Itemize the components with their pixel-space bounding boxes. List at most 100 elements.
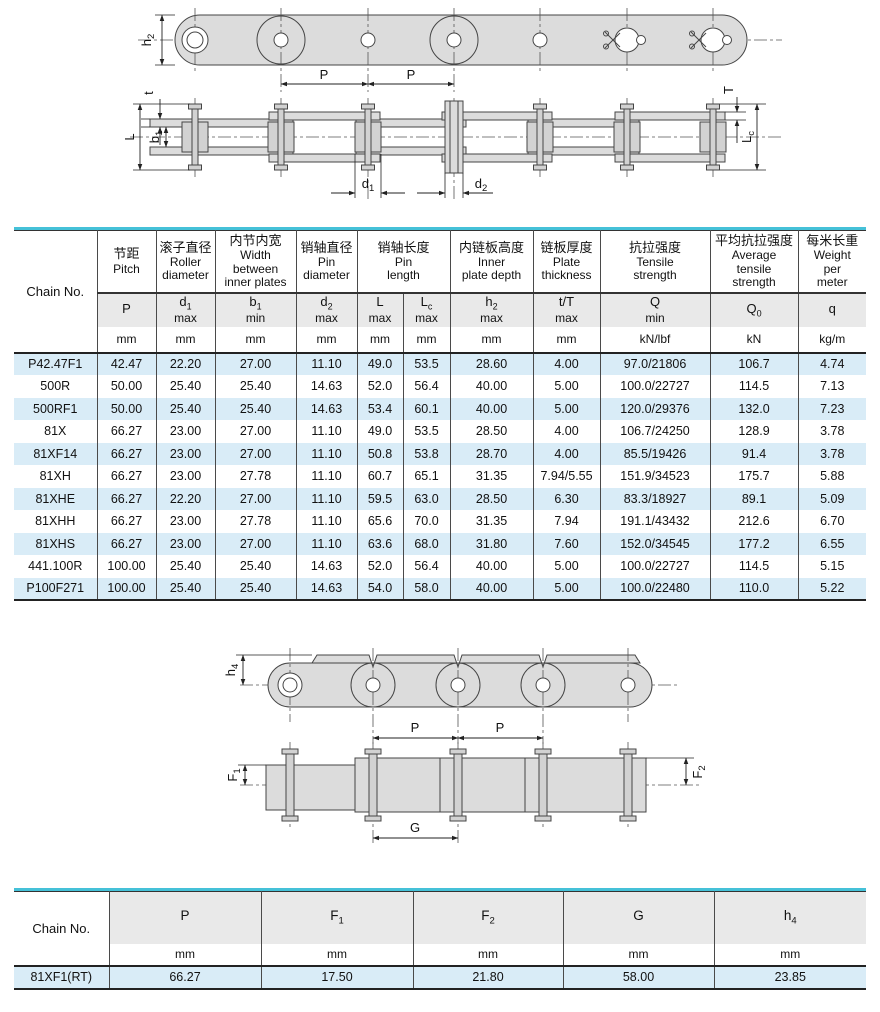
chain-no-cell: 81X <box>14 420 98 443</box>
unit-cell: mm <box>403 326 451 354</box>
value-cell: 7.94 <box>533 510 601 533</box>
value-cell: 120.0/29376 <box>600 397 711 420</box>
value-cell: 11.10 <box>296 420 358 443</box>
symbol-cell: P <box>97 291 157 327</box>
unit-cell: mm <box>413 943 564 967</box>
symbol-cell: F1 <box>261 891 414 944</box>
value-cell: 65.1 <box>403 465 451 488</box>
dim-label-d1: d1 <box>362 176 375 194</box>
value-cell: 6.70 <box>820 514 845 529</box>
value-cell: 23.00 <box>156 532 216 555</box>
symbol-cell: d1 max <box>156 291 216 327</box>
table-row: 81XF1(RT) 66.27 17.50 21.80 58.00 23.85 <box>14 965 866 989</box>
value-cell: 5.15 <box>820 559 845 574</box>
table-row: 441.100R 100.00 25.40 25.40 14.63 52.0 56.4 40.… <box>14 555 867 578</box>
dim-label-h4: h4 <box>223 664 241 677</box>
unit-cell: kN <box>710 326 799 354</box>
value-cell: 175.7 <box>710 465 799 488</box>
value-cell: 3.78 <box>820 446 845 461</box>
value-cell: 66.27 <box>109 965 262 989</box>
value-cell: 14.63 <box>296 577 358 600</box>
symbol-cell: F2 <box>413 891 564 944</box>
value-cell: 85.5/19426 <box>600 442 711 465</box>
unit-cell: mm <box>450 326 534 354</box>
value-cell: 66.27 <box>97 532 157 555</box>
value-cell: 11.10 <box>296 442 358 465</box>
value-cell: 27.00 <box>215 352 297 375</box>
value-cell: 4.00 <box>533 420 601 443</box>
dim-label-p: P <box>496 720 505 735</box>
unit-row: mm mm mm mm mm <box>14 943 866 967</box>
value-cell: 50.8 <box>357 442 404 465</box>
deep-link-side-view: F1 F2 G <box>225 742 708 846</box>
value-cell: 66.27 <box>97 510 157 533</box>
chain-pins <box>188 103 720 171</box>
symbol-cell: h2 max <box>450 291 534 327</box>
value-cell: 25.40 <box>215 577 297 600</box>
table-row: P42.47F1 42.47 22.20 27.00 11.10 49.0 53.5 28.6… <box>14 352 867 375</box>
value-cell: 7.94/5.55 <box>533 465 601 488</box>
value-cell: 58.0 <box>403 577 451 600</box>
value-cell: 22.20 <box>156 352 216 375</box>
chain-no-cell: 81XHE <box>14 487 98 510</box>
chain-no-cell: P42.47F1 <box>14 352 98 375</box>
unit-cell: mm <box>156 326 216 354</box>
col-header-roller-diameter: 滚子直径 Roller diameter <box>156 230 216 293</box>
value-cell: 31.35 <box>450 465 534 488</box>
value-cell: 27.00 <box>215 442 297 465</box>
col-header-inner-width: 内节内宽 Width between inner plates <box>215 230 297 293</box>
dim-label-d2: d2 <box>475 176 488 194</box>
main-spec-table: Chain No. 节距 Pitch 滚子直径 Roller diameter 内节… <box>14 230 867 601</box>
col-header-pitch: 节距 Pitch <box>97 230 157 293</box>
value-cell: 66.27 <box>97 465 157 488</box>
col-header-weight: 每米长重 Weight per meter <box>798 230 867 293</box>
col-header-pin-diameter: 销轴直径 Pin diameter <box>296 230 358 293</box>
value-cell: 11.10 <box>296 487 358 510</box>
value-cell: 28.70 <box>450 442 534 465</box>
chain-no-header: Chain No. <box>14 891 110 967</box>
col-header-plate-depth: 内链板高度 Inner plate depth <box>450 230 534 293</box>
value-cell: 50.00 <box>97 375 157 398</box>
table-row: 81XHE 66.27 22.20 27.00 11.10 59.5 63.0 28.50 6.… <box>14 487 867 510</box>
value-cell: 151.9/34523 <box>600 465 711 488</box>
value-cell: 50.00 <box>97 397 157 420</box>
value-cell: 23.00 <box>156 420 216 443</box>
value-cell: 25.40 <box>156 555 216 578</box>
col-header-pin-length: 销轴长度 Pin length <box>357 230 451 293</box>
deep-link-plan-view: h4 P P <box>223 648 680 744</box>
value-cell: 7.13 <box>820 379 845 394</box>
main-table-body: P42.47F1 42.47 22.20 27.00 11.10 49.0 53.5 28.6… <box>14 352 867 600</box>
attachment-pins <box>281 748 637 822</box>
value-cell: 25.40 <box>215 397 297 420</box>
value-cell: 11.10 <box>296 510 358 533</box>
col-header-average-tensile: 平均抗拉强度 Average tensile strength <box>710 230 799 293</box>
chain-no-cell: 81XHH <box>14 510 98 533</box>
value-cell: 23.85 <box>774 970 806 984</box>
unit-cell: mm <box>714 943 866 967</box>
symbol-cell: Q0 <box>710 291 799 327</box>
unit-cell: mm <box>261 943 414 967</box>
unit-cell: mm <box>563 943 715 967</box>
value-cell: 5.09 <box>820 491 845 506</box>
value-cell: 66.27 <box>97 442 157 465</box>
symbol-cell: q <box>798 291 867 327</box>
value-cell: 58.00 <box>563 965 715 989</box>
value-cell: 60.7 <box>357 465 404 488</box>
value-cell: 100.0/22480 <box>600 577 711 600</box>
value-cell: 5.22 <box>820 581 845 596</box>
value-cell: 25.40 <box>215 375 297 398</box>
table-row: 500RF1 50.00 25.40 25.40 14.63 53.4 60.1 40.00 5… <box>14 397 867 420</box>
value-cell: 22.20 <box>156 487 216 510</box>
symbol-cell: h4 <box>714 891 866 944</box>
value-cell: 70.0 <box>403 510 451 533</box>
attachment-table: Chain No. P F1 F2 G h4 mm mm mm mm mm 81… <box>14 891 866 990</box>
value-cell: 191.1/43432 <box>600 510 711 533</box>
value-cell: 106.7/24250 <box>600 420 711 443</box>
value-cell: 40.00 <box>450 397 534 420</box>
value-cell: 4.00 <box>533 442 601 465</box>
dim-label-Lc: Lc <box>739 131 757 143</box>
value-cell: 31.80 <box>450 532 534 555</box>
value-cell: 91.4 <box>710 442 799 465</box>
